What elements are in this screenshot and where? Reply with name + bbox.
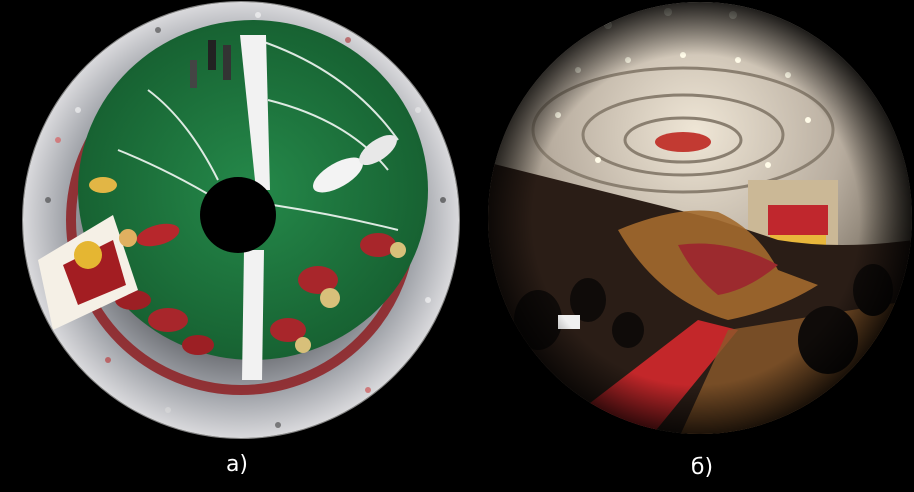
caption-panel-b: б) bbox=[690, 455, 714, 480]
fisheye-stadium-image bbox=[18, 0, 464, 440]
lens-center-hole bbox=[200, 177, 276, 253]
stadium-illustration bbox=[22, 1, 460, 439]
center-stripe-bottom bbox=[242, 250, 264, 380]
caption-panel-a: а) bbox=[225, 452, 249, 477]
marching-band bbox=[115, 40, 406, 355]
fisheye-hall-image bbox=[478, 0, 914, 440]
hall-illustration bbox=[488, 2, 912, 434]
center-stripe-top bbox=[240, 35, 270, 190]
flag bbox=[38, 215, 138, 330]
yard-lines bbox=[117, 39, 399, 231]
cheerleader bbox=[89, 177, 180, 247]
crowd-texture bbox=[45, 12, 446, 428]
